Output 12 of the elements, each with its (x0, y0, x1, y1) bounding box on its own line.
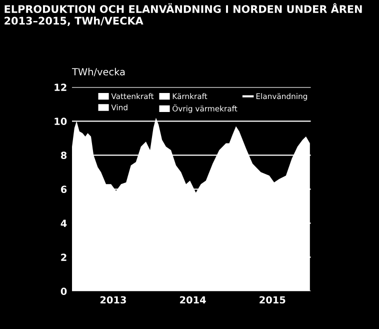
x-tick-label: 2015 (260, 296, 286, 304)
y-tick-label: 6 (60, 186, 67, 194)
x-tick-label: 2014 (180, 296, 206, 304)
y-tick-label: 10 (54, 118, 67, 126)
x-tick-label: 2013 (100, 296, 126, 304)
y-tick-label: 4 (60, 220, 67, 227)
y-tick-label: 8 (60, 152, 67, 160)
y-tick-label: 0 (60, 288, 67, 295)
chart-title: ELPRODUKTION OCH ELANVÄNDNING I NORDEN UNDER ÅREN 2013–2015, TWh/VECKA (4, 3, 362, 26)
y-tick-label: 2 (61, 254, 66, 261)
y-tick-label: 12 (54, 84, 66, 91)
y-axis-title: TWh/vecka (72, 68, 125, 76)
